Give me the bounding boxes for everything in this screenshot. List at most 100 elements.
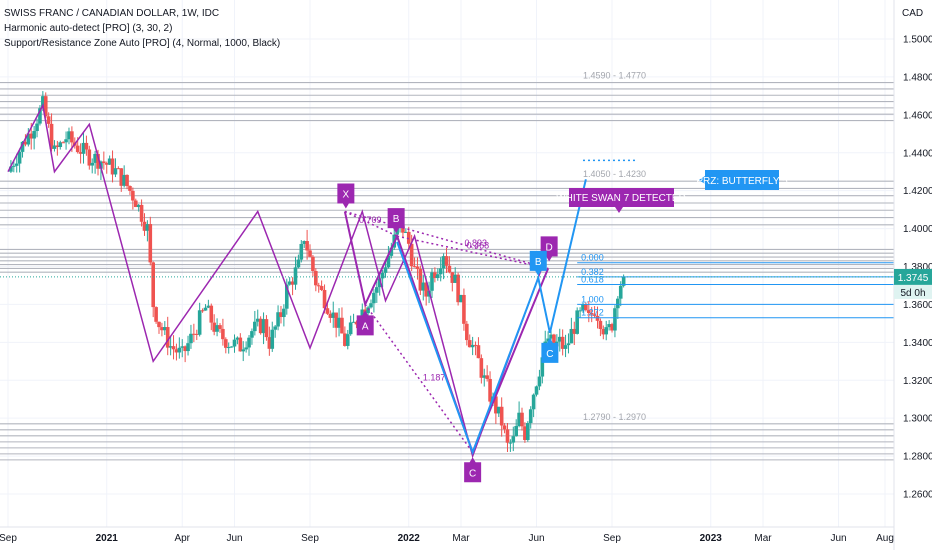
candle-body bbox=[552, 334, 556, 347]
candle-body bbox=[168, 346, 173, 348]
candle-body bbox=[505, 429, 510, 443]
x-tick-label: 2023 bbox=[700, 533, 723, 544]
marker-x-purple: X bbox=[337, 183, 355, 209]
candle-body bbox=[482, 375, 487, 378]
candle-body bbox=[273, 326, 277, 330]
candle-body bbox=[314, 270, 318, 286]
zigzag-line bbox=[7, 103, 544, 459]
x-tick-label: 2021 bbox=[96, 533, 119, 544]
sr-zone-label: 1.4050 - 1.4230 bbox=[583, 169, 646, 179]
prz-box bbox=[705, 170, 779, 190]
x-tick-label: Aug bbox=[876, 533, 894, 544]
symbol-title[interactable]: SWISS FRANC / CANADIAN DOLLAR, 1W, IDC bbox=[4, 8, 220, 19]
candle-body bbox=[215, 325, 219, 332]
x-tick-label: Mar bbox=[452, 533, 470, 544]
sr-zone-label: 1.2790 - 1.2970 bbox=[583, 412, 646, 422]
candle-body bbox=[110, 158, 115, 175]
candle-body bbox=[61, 142, 65, 144]
candle-body bbox=[511, 436, 516, 443]
candle-body bbox=[276, 312, 280, 327]
candle-body bbox=[406, 231, 411, 244]
candle-body bbox=[81, 142, 86, 154]
candle-body bbox=[244, 347, 248, 350]
candle-body bbox=[453, 274, 458, 283]
x-tick-label: Mar bbox=[754, 533, 772, 544]
candle-body bbox=[17, 151, 22, 164]
candle-body bbox=[235, 337, 240, 340]
indicator-sr-zone[interactable]: Support/Resistance Zone Auto [PRO] (4, N… bbox=[4, 38, 281, 49]
candle-body bbox=[255, 318, 260, 322]
ratio-label: 0.468 bbox=[467, 240, 490, 250]
candle-body bbox=[494, 396, 498, 414]
candle-body bbox=[528, 409, 533, 424]
ratio-label: 0.893 bbox=[465, 238, 488, 248]
candle-body bbox=[613, 308, 617, 331]
candle-body bbox=[75, 145, 80, 153]
candle-body bbox=[354, 321, 359, 325]
currency-label: CAD bbox=[902, 8, 923, 19]
candle-body bbox=[226, 347, 231, 349]
time-axis-background bbox=[0, 527, 932, 550]
candle-body bbox=[171, 346, 176, 350]
candle-body bbox=[12, 165, 16, 167]
fib-label: 0.618 bbox=[581, 275, 604, 285]
candle-body bbox=[572, 328, 577, 334]
candle-body bbox=[209, 305, 214, 323]
candle-body bbox=[595, 315, 600, 321]
candle-body bbox=[102, 161, 106, 164]
x-tick-label: Jun bbox=[528, 533, 544, 544]
candle-body bbox=[250, 331, 254, 338]
candle-body bbox=[284, 284, 289, 309]
candle-body bbox=[221, 328, 225, 340]
candle-body bbox=[183, 346, 187, 352]
candle-body bbox=[93, 153, 97, 163]
candle-body bbox=[165, 327, 170, 348]
candle-body bbox=[526, 423, 530, 440]
ratio-line-ac bbox=[364, 303, 474, 453]
candle-body bbox=[264, 319, 269, 338]
candle-body bbox=[566, 343, 571, 346]
candle-body bbox=[340, 317, 344, 334]
candle-body bbox=[194, 333, 199, 335]
candle-body bbox=[26, 133, 31, 145]
candle-body bbox=[462, 294, 466, 324]
last-price-label: 1.3745 bbox=[898, 273, 929, 284]
fib-label: 0.000 bbox=[581, 253, 604, 263]
y-tick-label: 1.3400 bbox=[903, 338, 932, 349]
candle-body bbox=[540, 357, 545, 377]
candle-body bbox=[186, 343, 190, 352]
marker-b-purple: B bbox=[387, 208, 405, 234]
candle-body bbox=[177, 347, 182, 353]
candle-body bbox=[322, 289, 327, 309]
indicator-harmonic[interactable]: Harmonic auto-detect [PRO] (3, 30, 2) bbox=[4, 23, 173, 34]
candle-body bbox=[430, 272, 434, 291]
candle-body bbox=[488, 378, 492, 402]
candle-body bbox=[104, 163, 109, 165]
x-tick-label: Sep bbox=[603, 533, 621, 544]
candle-body bbox=[189, 333, 193, 344]
candle-body bbox=[290, 281, 295, 285]
candle-body bbox=[343, 333, 347, 346]
y-tick-label: 1.4600 bbox=[903, 110, 932, 121]
candle-body bbox=[267, 337, 272, 349]
candle-body bbox=[424, 282, 428, 297]
y-tick-label: 1.4800 bbox=[903, 72, 932, 83]
y-tick-label: 1.4000 bbox=[903, 224, 932, 235]
candle-body bbox=[139, 204, 144, 222]
y-tick-label: 1.2800 bbox=[903, 452, 932, 463]
candle-body bbox=[174, 349, 179, 353]
x-tick-label: 2022 bbox=[398, 533, 421, 544]
candle-body bbox=[305, 241, 309, 251]
candle-body bbox=[616, 298, 620, 309]
candle-body bbox=[334, 312, 338, 328]
candle-body bbox=[197, 310, 202, 335]
marker-label: A bbox=[362, 321, 369, 332]
marker-c-purple: C bbox=[464, 457, 482, 483]
candle-body bbox=[32, 131, 36, 139]
candle-body bbox=[206, 305, 211, 308]
marker-shape bbox=[529, 250, 547, 276]
candle-body bbox=[133, 200, 138, 208]
marker-b-blue: B bbox=[529, 250, 547, 276]
